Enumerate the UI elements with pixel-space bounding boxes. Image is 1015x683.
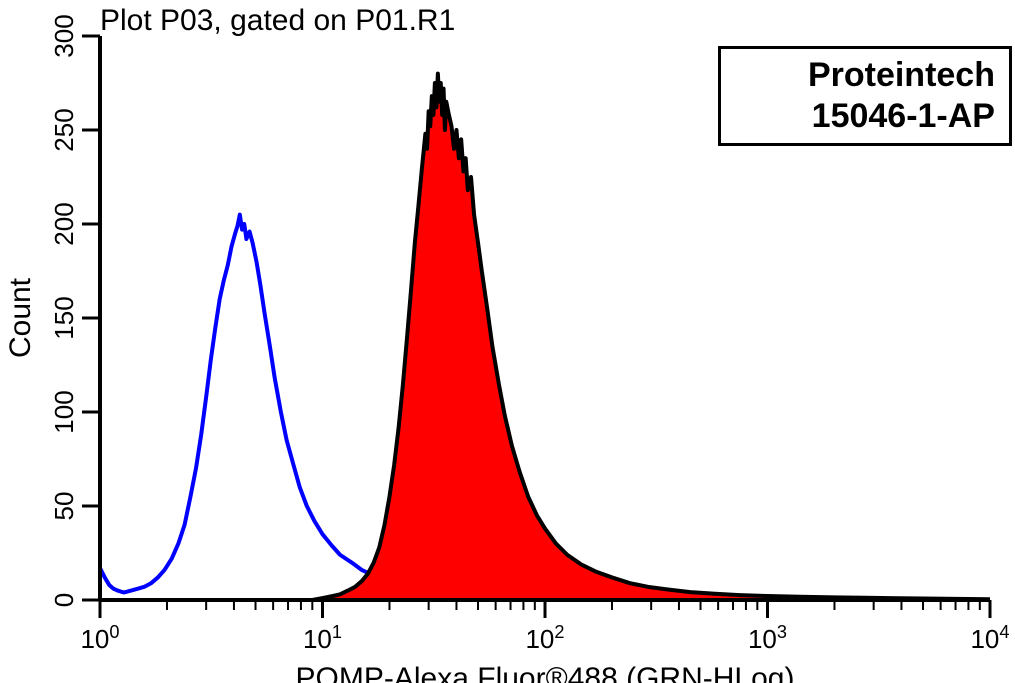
svg-text:Plot P03, gated on P01.R1: Plot P03, gated on P01.R1 (100, 4, 455, 37)
svg-text:200: 200 (49, 202, 79, 245)
annotation-line-2: 15046-1-AP (735, 96, 995, 137)
svg-text:50: 50 (49, 492, 79, 521)
svg-text:0: 0 (49, 593, 79, 607)
svg-text:POMP-Alexa Fluor®488 (GRN-HLog: POMP-Alexa Fluor®488 (GRN-HLog) (296, 662, 795, 683)
svg-text:300: 300 (49, 14, 79, 57)
annotation-box: Proteintech 15046-1-AP (718, 46, 1012, 146)
svg-text:100: 100 (49, 390, 79, 433)
annotation-line-1: Proteintech (735, 55, 995, 96)
svg-text:250: 250 (49, 108, 79, 151)
flow-cytometry-histogram: 100101102103104050100150200250300Plot P0… (0, 0, 1015, 683)
svg-text:150: 150 (49, 296, 79, 339)
svg-text:Count: Count (4, 277, 37, 358)
